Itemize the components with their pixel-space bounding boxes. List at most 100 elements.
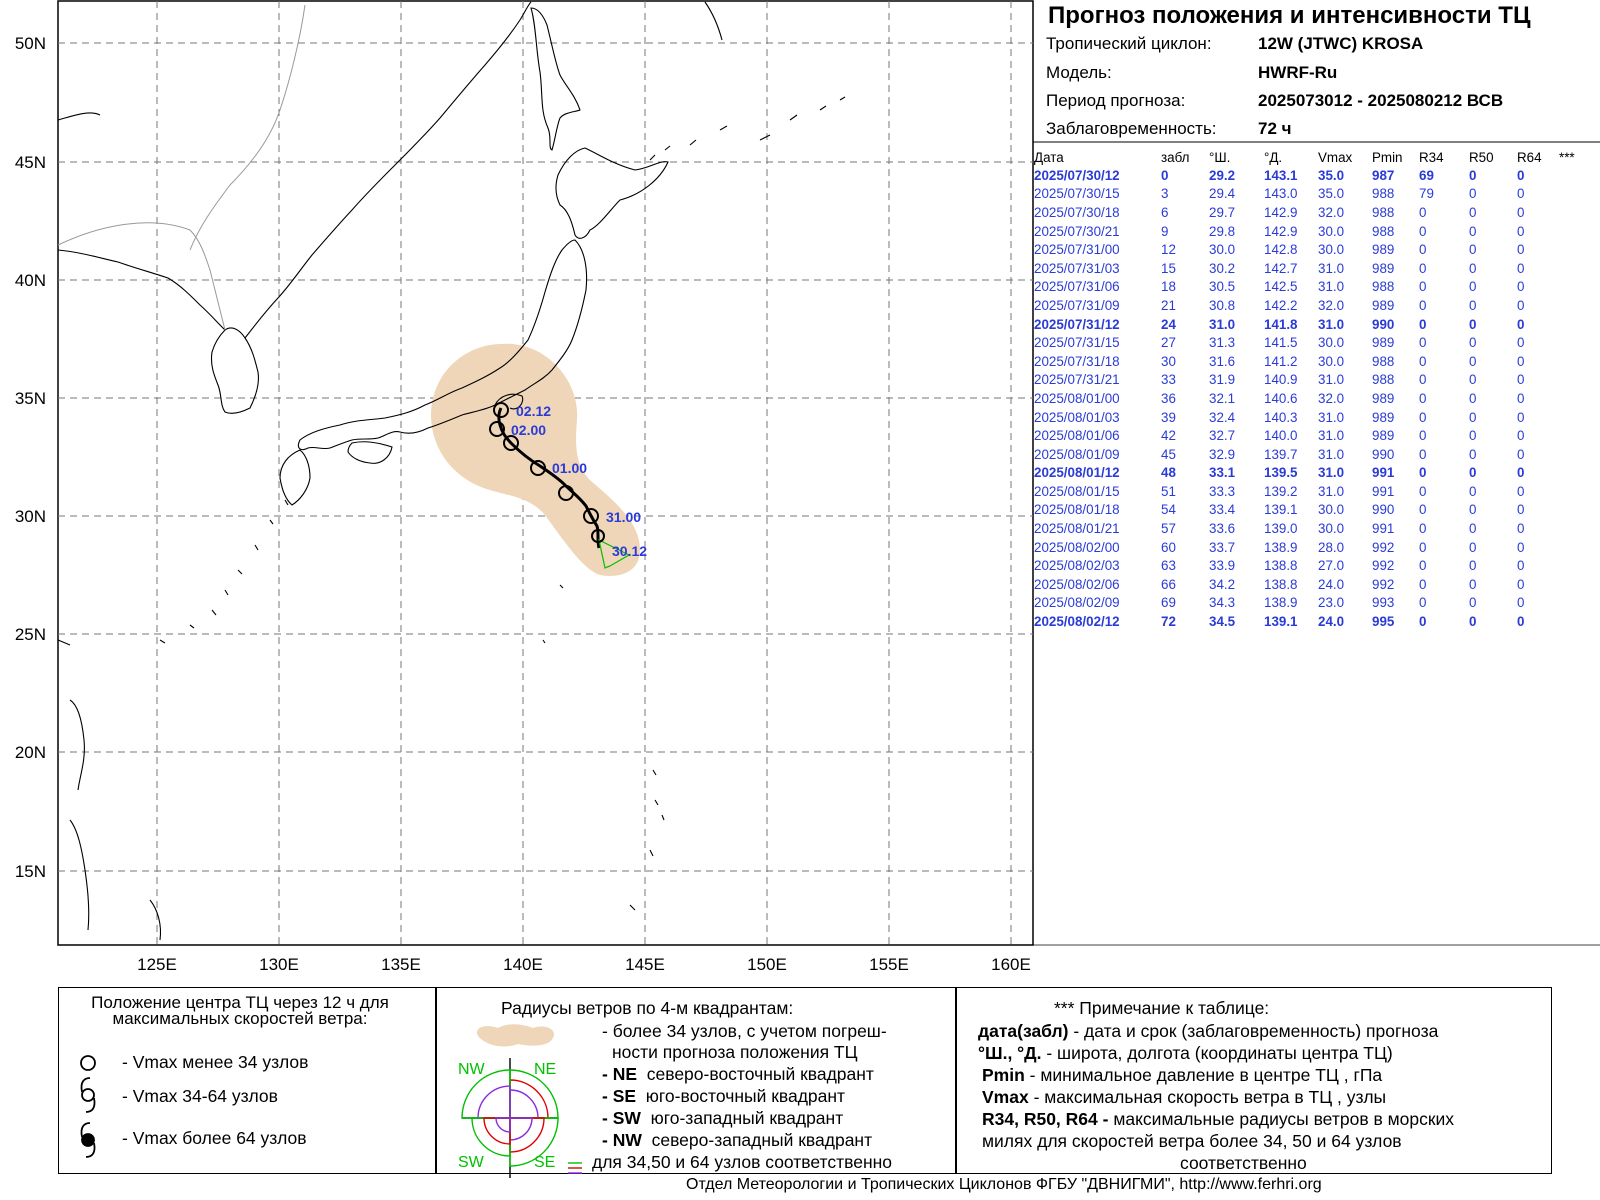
table-cell: 2025/08/01/18 [1034,502,1120,518]
table-cell: 0 [1419,353,1427,369]
table-cell: 988 [1372,204,1395,220]
cyclone-value: 12W (JTWC) KROSA [1258,34,1424,53]
table-cell: 0 [1517,502,1525,518]
table-cell: 139.1 [1264,614,1298,630]
sw-code: - SW [602,1108,641,1128]
table-cell: 139.2 [1264,483,1298,499]
table-cell: 31.0 [1318,260,1345,276]
table-cell: 0 [1517,316,1525,332]
table-cell: 0 [1469,483,1477,499]
nw-text: северо-западный квадрант [651,1130,873,1150]
se-label: SE [534,1154,555,1171]
table-cell: 991 [1372,483,1395,499]
column-header: R50 [1469,149,1494,165]
legend-radii-box [435,987,957,1174]
note-key: дата(забл) [978,1021,1069,1041]
notes-title: *** Примечание к таблице: [1054,998,1270,1018]
ne-code: - NE [602,1064,637,1084]
table-row: 2025/08/01/18 54 33.4 139.1 30.0 990 0 0 0 [1034,501,1589,520]
table-cell: 138.8 [1264,558,1298,574]
table-cell: 0 [1469,372,1477,388]
table-cell: 3 [1161,186,1169,202]
table-row: 2025/08/01/00 36 32.1 140.6 32.0 989 0 0 0 [1034,389,1589,408]
table-cell: 992 [1372,539,1395,555]
table-cell: 2025/07/31/09 [1034,297,1120,313]
table-cell: 0 [1469,502,1477,518]
table-cell: 989 [1372,335,1395,351]
table-row: 2025/08/01/03 39 32.4 140.3 31.0 989 0 0 0 [1034,408,1589,427]
table-cell: 30.8 [1209,297,1236,313]
table-cell: 0 [1469,539,1477,555]
note-key: Pmin [982,1065,1025,1085]
table-cell: 27 [1161,335,1176,351]
table-cell: 0 [1517,335,1525,351]
lead-time-label: Заблаговременность: [1046,119,1217,138]
table-cell: 0 [1469,260,1477,276]
track-label: 31.00 [606,509,641,525]
table-cell: 0 [1517,260,1525,276]
table-row: 2025/08/01/06 42 32.7 140.0 31.0 989 0 0 0 [1034,426,1589,445]
table-cell: 0 [1469,316,1477,332]
track-date-labels: 02.12 02.00 01.00 31.00 30.12 [511,403,647,559]
table-cell: 15 [1161,260,1176,276]
table-cell: 31.0 [1318,409,1345,425]
cyclone-label: Тропический циклон: [1046,34,1212,53]
table-row: 2025/07/30/18 6 29.7 142.9 32.0 988 0 0 0 [1034,203,1589,222]
table-cell: 0 [1517,595,1525,611]
table-cell: 0 [1517,353,1525,369]
table-cell: 32.0 [1318,390,1345,406]
table-cell: 140.3 [1264,409,1298,425]
track-label: 01.00 [552,460,587,476]
table-cell: 0 [1517,576,1525,592]
table-cell: 30.0 [1318,521,1345,537]
table-cell: 72 [1161,614,1176,630]
period-value: 2025073012 - 2025080212 ВСВ [1258,91,1504,110]
table-cell: 993 [1372,595,1395,611]
table-cell: 0 [1419,242,1427,258]
lon-label: 130E [259,955,299,974]
table-cell: 0 [1419,446,1427,462]
table-cell: 0 [1469,204,1477,220]
map-grid [58,1,1033,945]
table-cell: 31.3 [1209,335,1236,351]
table-cell: 0 [1419,428,1427,444]
table-cell: 0 [1419,483,1427,499]
legend-notes-box [955,987,1552,1174]
column-header: °Д. [1264,149,1283,165]
lat-label: 45N [15,153,46,172]
table-cell: 30.0 [1209,242,1236,258]
column-header: забл [1161,149,1190,165]
table-cell: 141.5 [1264,335,1298,351]
table-cell: 30.5 [1209,279,1236,295]
column-header: Дата [1034,149,1064,165]
table-cell: 0 [1469,446,1477,462]
table-cell: 141.2 [1264,353,1298,369]
table-cell: 32.7 [1209,428,1236,444]
forecast-title: Прогноз положения и интенсивности ТЦ [1048,2,1531,29]
table-row: 2025/08/02/06 66 34.2 138.8 24.0 992 0 0 0 [1034,575,1589,594]
table-cell: 142.2 [1264,297,1298,313]
table-cell: 2025/08/02/06 [1034,576,1120,592]
track-point [493,402,509,418]
table-cell: 142.9 [1264,223,1298,239]
table-cell: 991 [1372,521,1395,537]
table-row: 2025/07/31/03 15 30.2 142.7 31.0 989 0 0 0 [1034,259,1589,278]
lat-axis-labels: 50N 45N 40N 35N 30N 25N 20N 15N [15,34,46,881]
table-cell: 988 [1372,186,1395,202]
table-cell: 2025/08/02/12 [1034,614,1120,630]
table-cell: 0 [1161,167,1169,183]
country-borders [57,4,306,331]
table-cell: 0 [1517,465,1525,481]
table-cell: 0 [1469,167,1477,183]
table-cell: 0 [1517,409,1525,425]
table-cell: 0 [1517,204,1525,220]
table-cell: 33.1 [1209,465,1236,481]
table-cell: 2025/07/31/12 [1034,316,1120,332]
table-cell: 33 [1161,372,1176,388]
table-cell: 0 [1517,539,1525,555]
table-cell: 0 [1469,335,1477,351]
table-cell: 31.0 [1318,279,1345,295]
note-text: соответственно [1180,1153,1307,1173]
column-header: Pmin [1372,149,1403,165]
